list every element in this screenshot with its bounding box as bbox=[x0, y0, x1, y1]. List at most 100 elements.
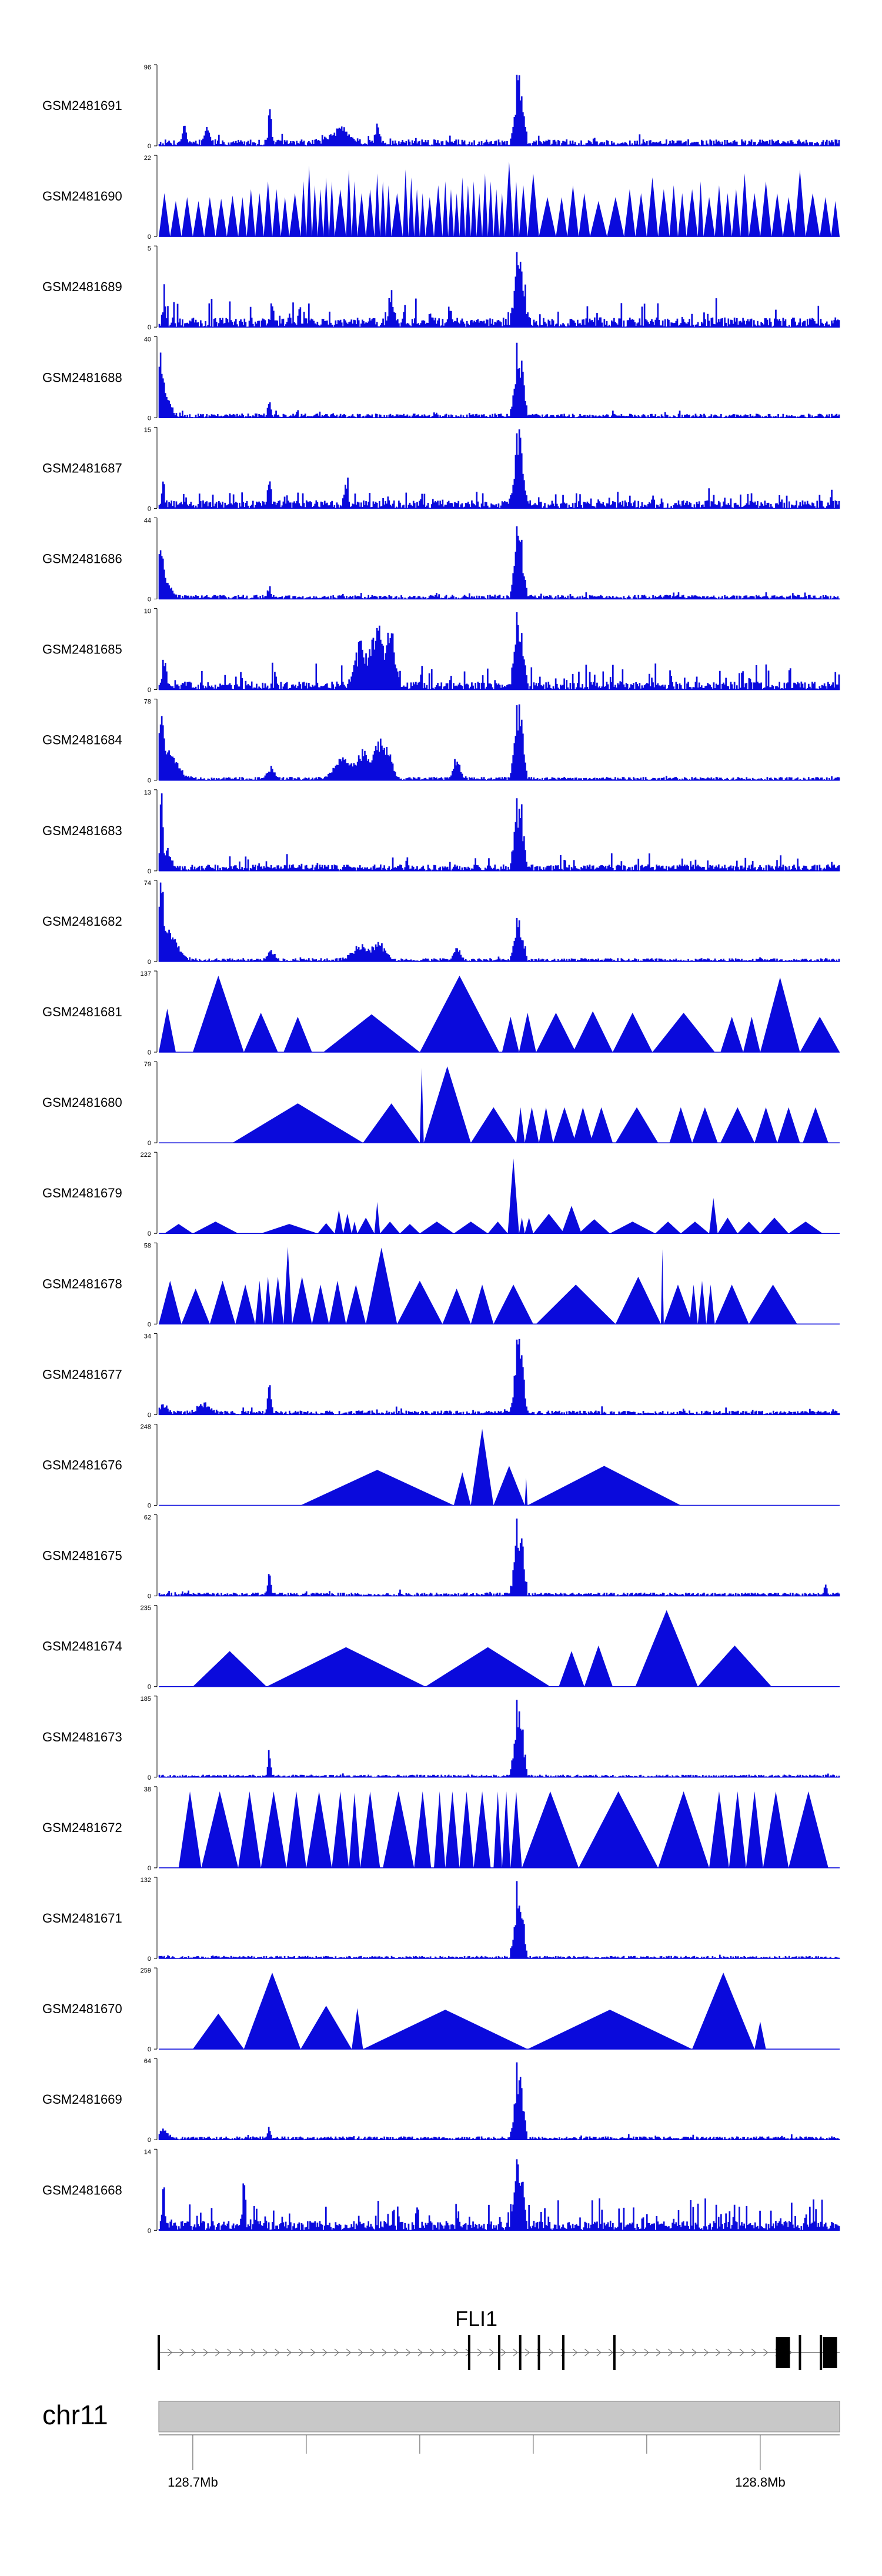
coverage-triangle bbox=[465, 185, 471, 237]
strand-arrow-icon bbox=[739, 2348, 744, 2357]
coverage-signal bbox=[158, 252, 840, 328]
track-label: GSM2481681 bbox=[42, 1005, 122, 1019]
coverage-triangle bbox=[740, 173, 749, 237]
coverage-triangle bbox=[383, 1791, 415, 1868]
coverage-triangle bbox=[613, 1013, 653, 1052]
coverage-triangle bbox=[423, 1066, 471, 1143]
coverage-triangle bbox=[493, 1284, 533, 1324]
coverage-triangle bbox=[263, 181, 272, 237]
coverage-triangle bbox=[505, 161, 514, 237]
coverage-triangle bbox=[658, 1791, 710, 1868]
coverage-triangle bbox=[374, 1202, 380, 1234]
strand-arrow-icon bbox=[656, 2348, 662, 2357]
coverage-triangle bbox=[493, 1791, 502, 1868]
track-label: GSM2481684 bbox=[42, 733, 122, 748]
y-max-label: 38 bbox=[144, 1786, 151, 1793]
strand-arrow-icon bbox=[716, 2348, 721, 2357]
coverage-signal bbox=[158, 1700, 840, 1778]
track-label: GSM2481672 bbox=[42, 1820, 122, 1835]
strand-arrow-icon bbox=[215, 2348, 220, 2357]
y-min-label: 0 bbox=[148, 2227, 151, 2234]
exon-mark bbox=[799, 2335, 801, 2370]
coverage-triangle bbox=[459, 177, 466, 237]
coverage-triangle bbox=[607, 197, 624, 237]
track-label: GSM2481676 bbox=[42, 1458, 122, 1473]
coverage-triangle bbox=[192, 976, 244, 1052]
strand-arrow-icon bbox=[453, 2348, 459, 2357]
coverage-triangle bbox=[746, 1791, 763, 1868]
track-gsm2481685: GSM2481685 10 0 bbox=[42, 608, 840, 694]
y-max-label: 22 bbox=[144, 155, 151, 162]
coverage-triangle bbox=[445, 1791, 460, 1868]
track-label: GSM2481674 bbox=[42, 1639, 122, 1654]
y-min-label: 0 bbox=[148, 1412, 151, 1419]
strand-arrow-icon bbox=[442, 2348, 447, 2357]
strand-arrow-icon bbox=[513, 2348, 518, 2357]
track-gsm2481668: GSM2481668 14 0 bbox=[42, 2148, 840, 2234]
track-label: GSM2481675 bbox=[42, 1549, 122, 1563]
coverage-triangle bbox=[749, 1284, 797, 1324]
coverage-triangle bbox=[590, 1107, 613, 1143]
axis-position-label: 128.7Mb bbox=[168, 2475, 218, 2490]
y-max-label: 13 bbox=[144, 789, 151, 796]
coverage-triangle bbox=[453, 1472, 471, 1506]
coverage-triangle bbox=[346, 1284, 366, 1324]
coverage-triangle bbox=[519, 1217, 525, 1234]
coverage-triangle bbox=[318, 189, 323, 237]
coverage-triangle bbox=[669, 185, 678, 237]
exon-mark bbox=[519, 2335, 522, 2370]
coverage-triangle bbox=[335, 1210, 343, 1234]
y-min-label: 0 bbox=[148, 1774, 151, 1781]
coverage-triangle bbox=[510, 1791, 522, 1868]
coverage-triangle bbox=[232, 1103, 363, 1143]
coverage-triangle bbox=[323, 177, 329, 237]
track-label: GSM2481687 bbox=[42, 461, 122, 475]
y-max-label: 185 bbox=[141, 1696, 151, 1703]
coverage-triangle bbox=[714, 185, 724, 237]
coverage-triangle bbox=[723, 193, 732, 237]
coverage-triangle bbox=[363, 1103, 420, 1143]
track-label: GSM2481690 bbox=[42, 189, 122, 203]
gene-name-label: FLI1 bbox=[455, 2307, 497, 2331]
coverage-triangle bbox=[706, 1284, 715, 1324]
coverage-triangle bbox=[263, 1276, 272, 1324]
chromosome-label: chr11 bbox=[42, 2400, 108, 2430]
track-gsm2481674: GSM2481674 235 0 bbox=[42, 1605, 840, 1691]
coverage-triangle bbox=[635, 193, 647, 237]
coverage-triangle bbox=[760, 977, 800, 1052]
strand-arrow-icon bbox=[322, 2348, 328, 2357]
y-min-label: 0 bbox=[148, 1593, 151, 1600]
coverage-triangle bbox=[243, 1013, 278, 1052]
coverage-triangle bbox=[170, 201, 182, 237]
coverage-triangle bbox=[283, 1246, 292, 1324]
coverage-triangle bbox=[754, 2021, 766, 2050]
coverage-triangle bbox=[306, 1791, 332, 1868]
y-min-label: 0 bbox=[148, 1140, 151, 1147]
strand-arrow-icon bbox=[584, 2348, 590, 2357]
coverage-triangle bbox=[686, 189, 698, 237]
track-label: GSM2481680 bbox=[42, 1095, 122, 1110]
y-min-label: 0 bbox=[148, 2137, 151, 2144]
y-min-label: 0 bbox=[148, 1956, 151, 1963]
track-label: GSM2481677 bbox=[42, 1367, 122, 1382]
coverage-triangle bbox=[661, 1249, 664, 1324]
track-gsm2481680: GSM2481680 79 0 bbox=[42, 1061, 840, 1147]
y-min-label: 0 bbox=[148, 687, 151, 694]
y-min-label: 0 bbox=[148, 415, 151, 422]
strand-arrow-icon bbox=[263, 2348, 268, 2357]
coverage-triangle bbox=[272, 1276, 284, 1324]
y-max-label: 15 bbox=[144, 426, 151, 433]
exon-mark bbox=[562, 2335, 565, 2370]
coverage-triangle bbox=[181, 1289, 210, 1324]
exon-mark bbox=[820, 2335, 823, 2370]
coverage-triangle bbox=[487, 1222, 508, 1234]
coverage-signal bbox=[158, 75, 840, 146]
coverage-triangle bbox=[820, 197, 831, 237]
coverage-triangle bbox=[402, 169, 409, 237]
strand-arrow-icon bbox=[620, 2348, 626, 2357]
y-max-label: 259 bbox=[141, 1967, 151, 1974]
coverage-triangle bbox=[610, 1222, 656, 1234]
coverage-triangle bbox=[238, 197, 247, 237]
